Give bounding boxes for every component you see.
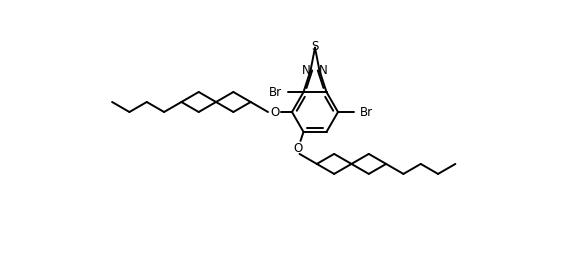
Text: Br: Br xyxy=(360,105,373,119)
Text: N: N xyxy=(302,64,311,77)
Text: N: N xyxy=(319,64,328,77)
Text: O: O xyxy=(293,142,302,155)
Text: Br: Br xyxy=(269,86,282,99)
Text: S: S xyxy=(311,40,319,53)
Text: O: O xyxy=(270,105,280,119)
